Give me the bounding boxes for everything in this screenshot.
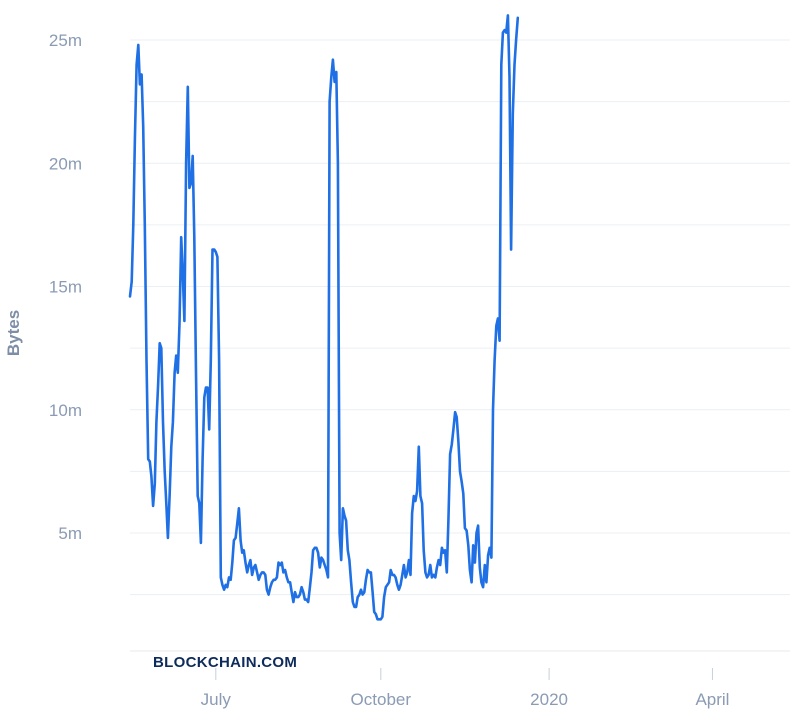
gridlines [130, 39, 790, 596]
y-tick-labels: 5m 10m 15m 20m 25m [49, 31, 82, 543]
y-tick-label: 20m [49, 154, 82, 173]
series-line [128, 14, 520, 621]
x-tick-label: April [695, 690, 729, 709]
x-tick-label: July [201, 690, 232, 709]
x-tick-labels: July October 2020 April [201, 668, 729, 709]
y-tick-label: 15m [49, 278, 82, 297]
x-tick-label: October [351, 690, 412, 709]
watermark-logo: BLOCKCHAIN.COM [153, 654, 297, 671]
x-tick-label: 2020 [530, 690, 568, 709]
y-tick-label: 5m [58, 524, 82, 543]
y-tick-label: 25m [49, 31, 82, 50]
y-tick-label: 10m [49, 401, 82, 420]
y-axis-title: Bytes [4, 310, 23, 356]
